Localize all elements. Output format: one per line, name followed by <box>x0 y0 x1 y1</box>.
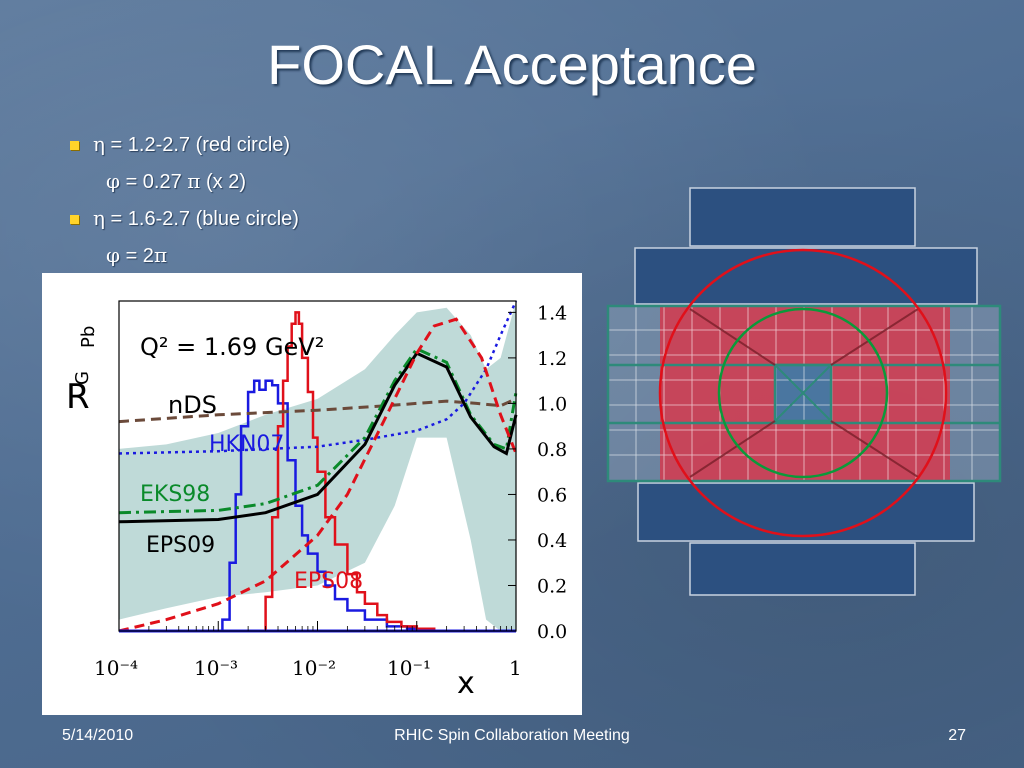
y-tick-label: 0.8 <box>537 439 567 461</box>
ylabel-sub: G <box>72 371 93 385</box>
legend-eks98: EKS98 <box>140 482 210 507</box>
footer-date: 5/14/2010 <box>62 727 134 744</box>
legend-eps09: EPS09 <box>146 533 215 558</box>
y-tick-label: 0.6 <box>537 484 567 506</box>
legend-eps08: EPS08 <box>294 569 363 594</box>
ylabel-sup: Pb <box>78 326 99 348</box>
bullet-square-icon <box>70 215 79 225</box>
detector-upper-block <box>634 247 978 305</box>
footer-page-number: 27 <box>948 727 966 744</box>
y-tick-label: 0.2 <box>537 575 567 597</box>
red-acceptance-circle <box>658 248 948 538</box>
q2-annotation: Q² = 1.69 GeV² <box>140 333 324 361</box>
sub-phi-red: φ = 0.27 π (x 2) <box>106 169 247 193</box>
detector-lower-block <box>637 482 975 542</box>
bullet-eta-blue: η = 1.6-2.7 (blue circle) <box>70 200 299 237</box>
y-tick-label: 0.0 <box>537 621 567 643</box>
y-tick-label: 1.2 <box>537 348 567 370</box>
legend-nds: nDS <box>168 391 217 419</box>
bullet-list: η = 1.2-2.7 (red circle) φ = 0.27 π (x 2… <box>70 126 299 274</box>
green-acceptance-circle <box>717 307 889 479</box>
y-tick-label: 1.0 <box>537 393 567 415</box>
series-nds <box>118 397 517 424</box>
x-tick-label: 1 <box>509 656 522 680</box>
x-tick-label: 10⁻² <box>292 656 336 680</box>
x-tick-label: 10⁻⁴ <box>94 656 138 680</box>
series-eps08 <box>118 317 518 633</box>
detector-bottom-block <box>689 542 916 596</box>
xlabel: x <box>457 666 475 701</box>
y-tick-label: 1.4 <box>537 302 567 324</box>
ylabel: R <box>66 377 90 417</box>
series-eps09 <box>118 351 518 524</box>
bullet-eta-red: η = 1.2-2.7 (red circle) <box>70 126 299 163</box>
detector-grid <box>606 304 1002 483</box>
series-eks98 <box>118 346 518 515</box>
detector-top-block <box>689 187 916 247</box>
sub-phi-blue: φ = 2π <box>106 243 168 267</box>
y-tick-label: 0.4 <box>537 530 567 552</box>
legend-hkn07: HKN07 <box>209 432 284 457</box>
x-tick-label: 10⁻¹ <box>387 656 431 680</box>
x-tick-label: 10⁻³ <box>194 656 238 680</box>
focal-detector-diagram <box>606 187 1002 596</box>
footer-title: RHIC Spin Collaboration Meeting <box>394 727 630 744</box>
series-hkn07 <box>118 300 518 455</box>
blue-histogram <box>213 379 426 633</box>
rg-pb-chart: 1.4 1.2 1.0 0.8 0.6 0.4 0.2 0.0 10⁻⁴ 10⁻³ 10⁻² 10⁻¹… <box>66 300 567 701</box>
bullet-square-icon <box>70 141 79 151</box>
rg-pb-plot: 1.4 1.2 1.0 0.8 0.6 0.4 0.2 0.0 10⁻⁴ 10⁻³ 10⁻² 10⁻¹… <box>42 273 582 715</box>
slide-title: FOCAL Acceptance <box>267 33 757 96</box>
